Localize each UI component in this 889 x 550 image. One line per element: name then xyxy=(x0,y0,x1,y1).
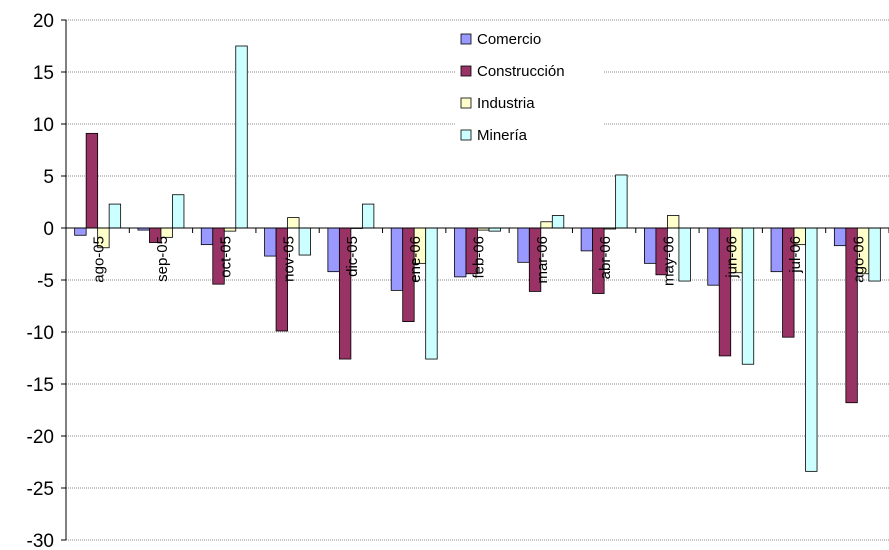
x-category-label: ene-06 xyxy=(407,236,424,283)
bar-mineria-jul-06 xyxy=(805,227,818,472)
bar-mineria-abr-06 xyxy=(615,174,628,229)
legend-label: Construcción xyxy=(477,63,565,80)
legend-label: Comercio xyxy=(477,31,541,48)
bar-industria-sep-05 xyxy=(160,227,173,238)
bar-comercio-ene-06 xyxy=(390,227,404,291)
x-category-label: feb-06 xyxy=(471,236,488,279)
y-axis-ticks: 20 15 10 5 0 -5 -10 -15 -20 -25 -30 xyxy=(27,11,66,550)
x-category-label: dic-05 xyxy=(344,236,361,277)
y-tick-label: 15 xyxy=(33,63,54,84)
y-tick-label: -30 xyxy=(27,531,54,550)
x-category-label: may-06 xyxy=(660,236,677,286)
bar-comercio-may-06 xyxy=(644,227,657,264)
bar-mineria-sep-05 xyxy=(172,194,185,229)
x-category-label: mar-06 xyxy=(534,236,551,284)
x-category-label: oct-05 xyxy=(217,236,234,278)
y-tick-label: 20 xyxy=(33,11,54,32)
bar-mineria-jun-06 xyxy=(741,227,755,365)
bar-mineria-ago-06 xyxy=(868,227,881,282)
y-tick-label: -20 xyxy=(27,427,54,448)
bar-construccion-ago-05 xyxy=(85,132,99,229)
legend-swatch xyxy=(460,65,472,77)
y-tick-label: -25 xyxy=(27,479,54,500)
bar-comercio-dic-05 xyxy=(327,227,340,273)
y-tick-label: -15 xyxy=(27,375,54,396)
bar-industria-mar-06 xyxy=(540,221,553,229)
bar-mineria-dic-05 xyxy=(361,203,375,229)
x-category-label: ago-05 xyxy=(91,236,108,283)
x-category-label: jun-06 xyxy=(724,236,741,279)
legend-swatch xyxy=(460,97,472,109)
x-category-label: jul-06 xyxy=(787,236,804,274)
legend-swatch xyxy=(460,33,472,45)
x-category-label: abr-06 xyxy=(597,236,614,279)
legend-swatch xyxy=(460,129,472,141)
x-category-label: sep-05 xyxy=(154,236,171,282)
bars xyxy=(74,45,881,472)
bar-mineria-ago-05 xyxy=(108,203,122,229)
bar-comercio-nov-05 xyxy=(264,227,277,257)
bar-comercio-ago-06 xyxy=(833,227,847,247)
bar-comercio-abr-06 xyxy=(580,227,594,252)
bar-industria-may-06 xyxy=(667,215,680,229)
bar-comercio-jun-06 xyxy=(707,227,720,286)
bar-industria-nov-05 xyxy=(287,217,300,229)
bar-comercio-mar-06 xyxy=(517,227,530,263)
bar-mineria-oct-05 xyxy=(235,45,248,229)
y-tick-label: 5 xyxy=(43,167,54,188)
y-tick-label: 0 xyxy=(43,219,54,240)
bar-mineria-ene-06 xyxy=(425,227,438,360)
x-category-label: ago-06 xyxy=(850,236,867,283)
bar-comercio-feb-06 xyxy=(454,227,467,278)
bar-mineria-mar-06 xyxy=(551,215,565,229)
legend-label: Industria xyxy=(477,95,535,112)
y-tick-label: 10 xyxy=(33,115,54,136)
y-tick-label: -5 xyxy=(37,271,54,292)
legend-label: Minería xyxy=(477,127,528,144)
bar-mineria-may-06 xyxy=(678,227,691,282)
x-category-label: nov-05 xyxy=(281,236,298,282)
legend: Comercio Construcción Industria Minería xyxy=(455,26,603,158)
bar-mineria-nov-05 xyxy=(298,227,311,256)
y-tick-label: -10 xyxy=(27,323,54,344)
x-axis-category-labels: ago-05 sep-05 oct-05 nov-05 dic-05 ene-06 feb-… xyxy=(91,236,868,286)
bar-comercio-ago-05 xyxy=(74,227,87,236)
legend-background xyxy=(455,26,603,158)
bar-comercio-oct-05 xyxy=(200,227,214,246)
bar-comercio-jul-06 xyxy=(770,227,783,273)
